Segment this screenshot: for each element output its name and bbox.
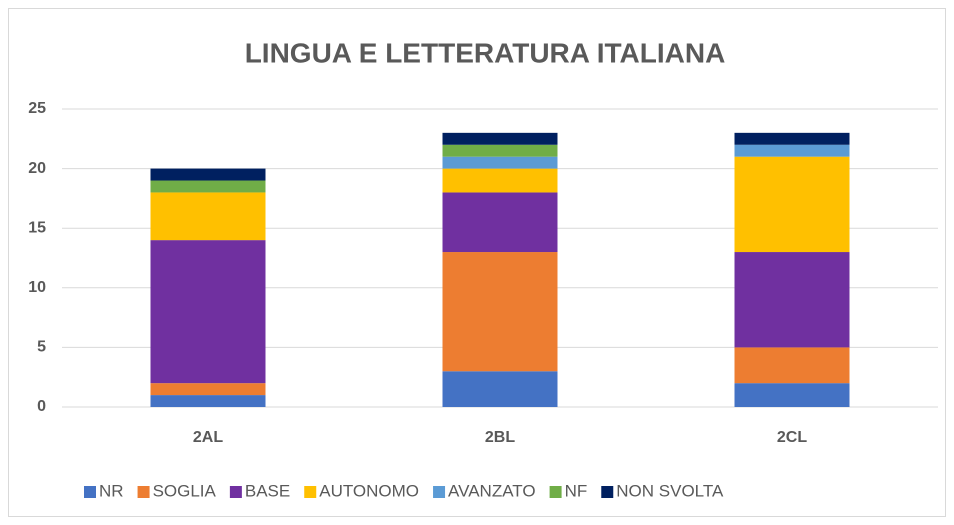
legend-label: NF [565,481,588,500]
bar-segment [734,132,850,145]
x-tick-label: 2CL [777,429,807,446]
bar-segment [442,156,558,169]
legend-label: AVANZATO [448,481,536,500]
bar-segment [442,144,558,157]
y-tick-label: 15 [28,219,46,236]
bar-segment [442,132,558,145]
bar-segment [734,383,850,407]
bar-segment [734,347,850,384]
bar-segment [734,144,850,157]
bar-segment [734,156,850,253]
bar-segment [150,168,266,181]
bar-segment [734,252,850,348]
legend-swatch [601,486,614,498]
bar-segment [442,252,558,372]
bar-segment [150,192,266,241]
bar-segment [150,395,266,407]
legend-swatch [549,486,562,498]
legend-label: BASE [245,481,290,500]
bar-segment [442,371,558,407]
legend-swatch [137,486,150,498]
y-tick-label: 0 [37,398,46,415]
x-tick-label: 2BL [485,429,515,446]
chart-title: LINGUA E LETTERATURA ITALIANA [245,37,726,68]
y-tick-label: 5 [37,339,46,356]
legend-label: NR [99,481,124,500]
legend-swatch [84,486,96,498]
legend-label: SOGLIA [153,481,217,500]
y-tick-label: 25 [28,100,46,117]
y-tick-label: 10 [28,279,46,296]
bar-segment [150,383,266,396]
legend-swatch [304,486,317,498]
x-tick-label: 2AL [193,429,223,446]
legend-swatch [229,486,242,498]
bar-segment [150,180,266,193]
bar-segment [150,240,266,384]
legend-label: AUTONOMO [319,481,419,500]
y-tick-label: 20 [28,160,46,177]
legend-label: NON SVOLTA [616,481,724,500]
legend-swatch [433,486,446,498]
bar-segment [442,168,558,193]
bar-segment [442,192,558,253]
